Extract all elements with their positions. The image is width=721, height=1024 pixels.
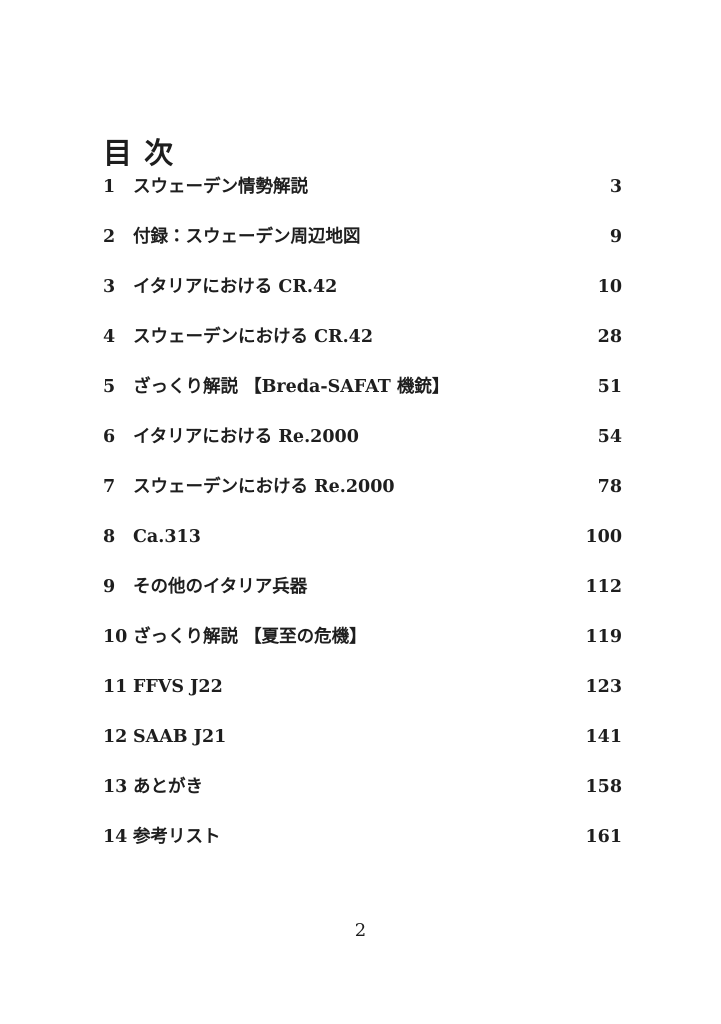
toc-entry-label: 参考リスト xyxy=(133,827,221,847)
toc-entry-label: その他のイタリア兵器 xyxy=(133,577,308,597)
toc-entry-number: 14 xyxy=(103,827,128,847)
toc-entry-number: 13 xyxy=(103,777,128,797)
toc-entry-label: スウェーデンにおける Re.2000 xyxy=(133,477,395,497)
toc-entry-label: ざっくり解説 【夏至の危機】 xyxy=(133,627,367,647)
toc-entry-label: スウェーデンにおける CR.42 xyxy=(133,327,374,347)
toc-entry-number: 11 xyxy=(103,677,128,697)
toc-entry-page: 54 xyxy=(597,427,622,447)
toc-entry-number: 9 xyxy=(103,577,116,597)
toc-entry-label: あとがき xyxy=(133,777,203,797)
toc-entry-page: 9 xyxy=(609,227,622,247)
toc-entry: 2 付録：スウェーデン周辺地図 9 xyxy=(103,220,622,270)
toc-entry-label: 付録：スウェーデン周辺地図 xyxy=(133,227,361,247)
toc-entry: 9 その他のイタリア兵器 112 xyxy=(103,570,622,620)
toc-entry-number: 6 xyxy=(103,427,116,447)
toc-entry: 11 FFVS J22 123 xyxy=(103,670,622,720)
toc-entry-number: 12 xyxy=(103,727,128,747)
toc-entry-page: 10 xyxy=(597,277,622,297)
toc-entry: 5 ざっくり解説 【Breda-SAFAT 機銃】 51 xyxy=(103,370,622,420)
toc-entry: 12 SAAB J21 141 xyxy=(103,720,622,770)
toc-entry-number: 8 xyxy=(103,527,116,547)
toc-entry-page: 141 xyxy=(585,727,622,747)
toc-title: 目 次 xyxy=(103,136,175,171)
toc-entry-label: Ca.313 xyxy=(133,527,201,547)
toc-entry: 7 スウェーデンにおける Re.2000 78 xyxy=(103,470,622,520)
toc-entry-label: イタリアにおける Re.2000 xyxy=(133,427,359,447)
toc-entry-number: 5 xyxy=(103,377,116,397)
toc-entry-page: 123 xyxy=(585,677,622,697)
toc-entry: 13 あとがき 158 xyxy=(103,770,622,820)
page-number-footer: 2 xyxy=(354,920,367,941)
toc-entry-page: 51 xyxy=(597,377,622,397)
toc-entry-label: SAAB J21 xyxy=(133,727,227,747)
toc-entry-number: 2 xyxy=(103,227,116,247)
toc-entry-number: 4 xyxy=(103,327,116,347)
toc-entry-page: 28 xyxy=(597,327,622,347)
toc-entry: 10 ざっくり解説 【夏至の危機】 119 xyxy=(103,620,622,670)
toc-entry: 1 スウェーデン情勢解説 3 xyxy=(103,170,622,220)
toc-entry-number: 3 xyxy=(103,277,116,297)
toc-entry: 4 スウェーデンにおける CR.42 28 xyxy=(103,320,622,370)
toc-entry-page: 158 xyxy=(585,777,622,797)
toc-entry-number: 1 xyxy=(103,177,116,197)
toc-list: 1 スウェーデン情勢解説 3 2 付録：スウェーデン周辺地図 9 3 イタリアに… xyxy=(103,170,622,870)
toc-entry: 8 Ca.313 100 xyxy=(103,520,622,570)
toc-entry-page: 112 xyxy=(585,577,622,597)
toc-entry: 6 イタリアにおける Re.2000 54 xyxy=(103,420,622,470)
toc-entry: 14 参考リスト 161 xyxy=(103,820,622,870)
toc-entry-page: 119 xyxy=(585,627,622,647)
toc-entry-page: 78 xyxy=(597,477,622,497)
toc-entry-label: イタリアにおける CR.42 xyxy=(133,277,338,297)
toc-entry-label: ざっくり解説 【Breda-SAFAT 機銃】 xyxy=(133,377,450,397)
toc-entry: 3 イタリアにおける CR.42 10 xyxy=(103,270,622,320)
toc-entry-label: FFVS J22 xyxy=(133,677,223,697)
toc-entry-page: 161 xyxy=(585,827,622,847)
toc-entry-page: 3 xyxy=(609,177,622,197)
toc-entry-number: 10 xyxy=(103,627,128,647)
toc-entry-label: スウェーデン情勢解説 xyxy=(133,177,308,197)
toc-entry-number: 7 xyxy=(103,477,116,497)
toc-entry-page: 100 xyxy=(585,527,622,547)
